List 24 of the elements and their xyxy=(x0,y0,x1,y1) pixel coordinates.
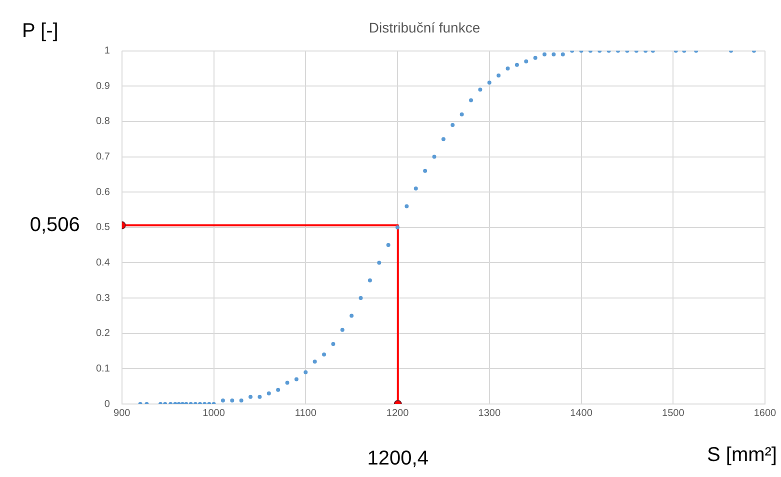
x-axis-title: S [mm²] xyxy=(707,444,777,467)
y-tick-label: 0.8 xyxy=(96,116,110,128)
x-tick-label: 1000 xyxy=(202,408,226,419)
x-tick-label: 1300 xyxy=(478,408,501,419)
y-tick-label: 1 xyxy=(104,46,110,57)
y-tick-label: 0.5 xyxy=(96,222,110,234)
x-tick-label: 1200 xyxy=(386,408,410,419)
y-axis-title: P [-] xyxy=(22,20,58,43)
chart-title: Distribuční funkce xyxy=(368,19,480,36)
y-tick-label: 0.3 xyxy=(96,292,110,304)
y-tick-label: 0.1 xyxy=(96,363,110,374)
y-tick-label: 0 xyxy=(104,398,110,410)
annotation: 0,506 xyxy=(30,214,80,236)
y-tick-label: 0.9 xyxy=(96,80,110,92)
y-tick-label: 0.4 xyxy=(96,257,110,268)
y-tick-label: 0.6 xyxy=(96,186,110,198)
annotation: 1200,4 xyxy=(367,448,428,470)
x-tick-label: 1400 xyxy=(570,408,593,419)
y-tick-label: 0.7 xyxy=(96,152,110,163)
x-tick-label: 1600 xyxy=(754,408,777,419)
x-tick-label: 900 xyxy=(114,408,131,419)
y-tick-label: 0.2 xyxy=(96,328,110,340)
x-tick-label: 1500 xyxy=(662,408,685,419)
x-tick-label: 1100 xyxy=(294,408,317,419)
